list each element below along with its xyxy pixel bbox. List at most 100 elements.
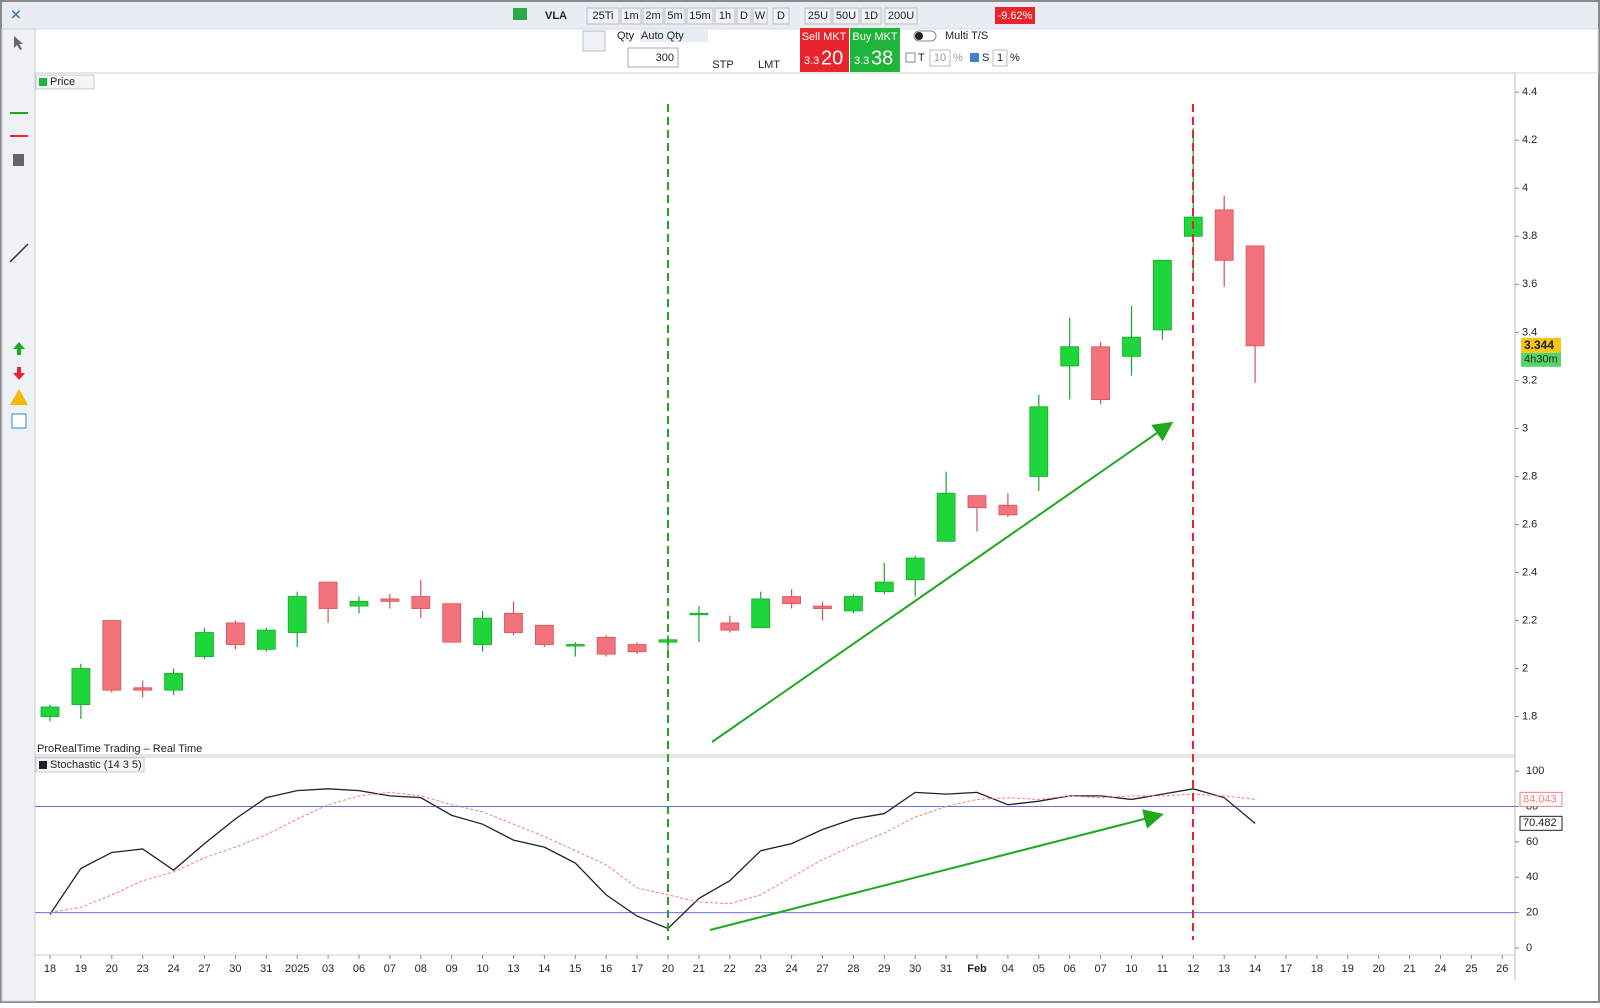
chart-type-icon[interactable] bbox=[513, 8, 527, 20]
close-icon[interactable]: ✕ bbox=[10, 7, 22, 23]
t-checkbox[interactable] bbox=[905, 52, 916, 63]
toolbar-button-label[interactable]: 25Ti bbox=[593, 10, 614, 22]
toolbar-button[interactable] bbox=[752, 7, 768, 25]
line-tool[interactable] bbox=[9, 243, 29, 263]
y-tick-label: 4 bbox=[1522, 182, 1528, 194]
y-tick-label: 2.8 bbox=[1522, 470, 1537, 482]
sell-prefix[interactable]: 3.3 bbox=[804, 55, 819, 67]
x-tick-label: 08 bbox=[415, 963, 427, 975]
x-tick-label: 18 bbox=[44, 963, 56, 975]
buy-button[interactable] bbox=[850, 28, 900, 72]
y-tick-label: 2.2 bbox=[1522, 614, 1537, 626]
candle-body bbox=[720, 622, 740, 631]
buy-label[interactable]: Buy MKT bbox=[852, 31, 898, 43]
s-input[interactable] bbox=[992, 49, 1008, 67]
toolbar-button[interactable] bbox=[664, 7, 686, 25]
x-tick-label: 22 bbox=[724, 963, 736, 975]
x-tick-label: 10 bbox=[1125, 963, 1137, 975]
toolbar-button[interactable] bbox=[620, 7, 642, 25]
x-tick-label: 28 bbox=[847, 963, 859, 975]
x-tick-label: 27 bbox=[198, 963, 210, 975]
toolbar-button[interactable] bbox=[736, 7, 752, 25]
toolbar-button-label[interactable]: 1h bbox=[719, 10, 731, 22]
candle-body bbox=[1153, 259, 1172, 331]
candle-body bbox=[195, 632, 214, 657]
s-value[interactable]: 1 bbox=[997, 52, 1003, 64]
up-arrow-tool[interactable] bbox=[13, 342, 25, 355]
toolbar-button-label[interactable]: 1D bbox=[864, 10, 878, 22]
sell-price[interactable]: 20 bbox=[821, 47, 843, 69]
candle-body bbox=[504, 612, 523, 633]
trend-arrow-stoch bbox=[709, 809, 1164, 931]
t-input[interactable] bbox=[929, 49, 951, 67]
t-unit: % bbox=[953, 52, 963, 64]
sell-button[interactable] bbox=[800, 28, 849, 72]
candle-body bbox=[225, 622, 245, 645]
y-tick-label: 3 bbox=[1522, 422, 1528, 434]
y-tick-label: 4.4 bbox=[1522, 86, 1537, 98]
toolbar-button-label[interactable]: D bbox=[740, 10, 748, 22]
y-tick-label: 0 bbox=[1526, 942, 1532, 954]
text-tool[interactable] bbox=[11, 413, 27, 429]
candle-body bbox=[1029, 406, 1049, 477]
candle-body bbox=[473, 617, 493, 645]
t-value[interactable]: 10 bbox=[934, 52, 946, 64]
toolbar-button[interactable] bbox=[686, 7, 714, 25]
candle-body bbox=[442, 603, 462, 643]
toolbar-button-label[interactable]: 50U bbox=[836, 10, 856, 22]
x-tick-label: 10 bbox=[476, 963, 488, 975]
alert-tool[interactable] bbox=[10, 389, 28, 405]
x-tick-label: 23 bbox=[137, 963, 149, 975]
candle-body bbox=[596, 636, 616, 655]
x-tick-label: 18 bbox=[1311, 963, 1323, 975]
x-tick-label: 05 bbox=[1033, 963, 1045, 975]
candle-body bbox=[689, 612, 709, 616]
auto-qty[interactable] bbox=[640, 29, 708, 42]
toolbar-button[interactable] bbox=[804, 7, 832, 25]
x-tick-label: 11 bbox=[1157, 963, 1168, 975]
toolbar-button[interactable] bbox=[832, 7, 860, 25]
x-tick-label: 24 bbox=[1434, 963, 1446, 975]
x-tick-label: 07 bbox=[1094, 963, 1106, 975]
lmt-button[interactable]: LMT bbox=[758, 59, 780, 71]
toolbar-button-label[interactable]: 200U bbox=[888, 10, 914, 22]
buy-price[interactable]: 38 bbox=[871, 47, 893, 69]
toolbar-button-label[interactable]: D bbox=[777, 10, 785, 22]
toolbar-button-label[interactable]: 25U bbox=[808, 10, 828, 22]
toolbar-button-label[interactable]: 15m bbox=[689, 10, 710, 22]
settings-button[interactable] bbox=[582, 30, 606, 52]
auto-qty-label[interactable]: Auto Qty bbox=[641, 30, 684, 42]
down-arrow-tool[interactable] bbox=[13, 367, 25, 380]
toolbar-button[interactable] bbox=[884, 7, 918, 25]
toolbar-button-label[interactable]: 5m bbox=[667, 10, 682, 22]
price-panel bbox=[34, 72, 1516, 756]
buy-prefix[interactable]: 3.3 bbox=[854, 55, 869, 67]
toolbar-button[interactable] bbox=[772, 7, 790, 25]
change: -9.62% bbox=[998, 10, 1033, 22]
candle-body bbox=[751, 598, 771, 629]
toolbar-button[interactable] bbox=[586, 7, 620, 25]
qty-input[interactable] bbox=[627, 47, 679, 68]
toolbar-button[interactable] bbox=[714, 7, 736, 25]
sell-label[interactable]: Sell MKT bbox=[802, 31, 847, 43]
symbol[interactable]: VLA bbox=[545, 10, 567, 22]
toolbar-button-label[interactable]: 2m bbox=[645, 10, 660, 22]
y-tick-label: 2.4 bbox=[1522, 566, 1537, 578]
last-price: 3.344 bbox=[1524, 338, 1554, 352]
countdown-tag bbox=[1521, 352, 1561, 367]
candle-body bbox=[1214, 209, 1234, 261]
x-tick-label: 20 bbox=[1373, 963, 1385, 975]
pointer-tool[interactable] bbox=[14, 36, 23, 50]
qty-value[interactable]: 300 bbox=[656, 52, 674, 64]
s-checkbox[interactable] bbox=[970, 53, 979, 62]
trash-tool[interactable] bbox=[13, 154, 24, 166]
toolbar-button[interactable] bbox=[642, 7, 664, 25]
toolbar-button[interactable] bbox=[860, 7, 882, 25]
candle-body bbox=[1245, 245, 1265, 347]
toolbar-button-label[interactable]: 1m bbox=[623, 10, 638, 22]
stp-button[interactable]: STP bbox=[712, 59, 733, 71]
y-tick-label: 3.6 bbox=[1522, 278, 1537, 290]
toolbar-button-label[interactable]: W bbox=[755, 10, 766, 22]
last-value: 70.482 bbox=[1523, 817, 1557, 829]
